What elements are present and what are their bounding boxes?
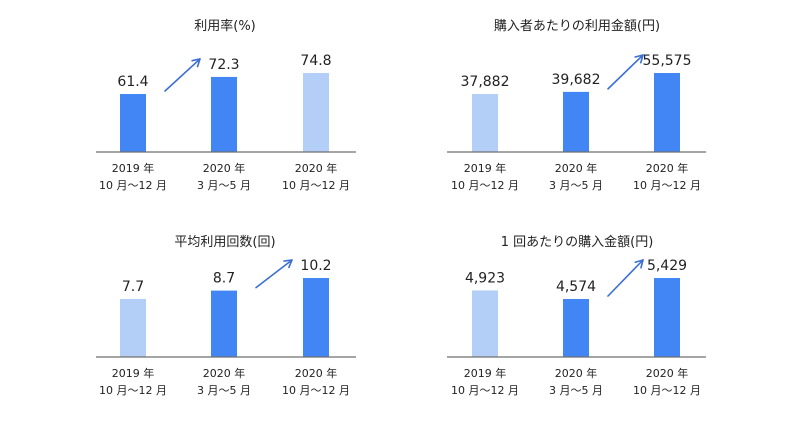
chart-3-tick-label-1-1: 2019 年: [112, 366, 155, 380]
chart-2-tick-label-2-2: 3 月〜5 月: [549, 179, 603, 192]
chart-2-tick-label-2-1: 2020 年: [555, 161, 598, 175]
chart-1-bar-1: [120, 94, 146, 152]
chart-1-value-label-1: 61.4: [117, 74, 148, 90]
chart-3-value-label-1: 7.7: [122, 279, 144, 295]
chart-1-tick-label-1-2: 10 月〜12 月: [99, 179, 167, 192]
chart-3-value-label-3: 10.2: [300, 258, 331, 274]
chart-2-tick-label-1-1: 2019 年: [464, 161, 507, 175]
chart-3-bar-3: [303, 278, 329, 357]
chart-3-bar-1: [120, 299, 146, 357]
chart-4-tick-label-1-2: 10 月〜12 月: [451, 384, 519, 397]
chart-3-bar-2: [211, 290, 237, 357]
chart-2-bar-2: [563, 91, 589, 152]
chart-3-tick-label-3-1: 2020 年: [295, 366, 338, 380]
chart-2-tick-label-3-1: 2020 年: [646, 161, 689, 175]
chart-3-title: 平均利用回数(回): [174, 235, 275, 250]
chart-1-tick-label-2-1: 2020 年: [203, 161, 246, 175]
chart-1-tick-label-2-2: 3 月〜5 月: [197, 179, 251, 192]
chart-4-bar-2: [563, 299, 589, 357]
chart-1-tick-label-3-1: 2020 年: [295, 161, 338, 175]
chart-2-tick-label-3-2: 10 月〜12 月: [633, 179, 701, 192]
chart-3-tick-label-3-2: 10 月〜12 月: [282, 384, 350, 397]
chart-1-bar-2: [211, 76, 237, 152]
chart-2-tick-label-1-2: 10 月〜12 月: [451, 179, 519, 192]
chart-2-bar-1: [472, 94, 498, 152]
chart-3-tick-label-2-2: 3 月〜5 月: [197, 384, 251, 397]
chart-3-value-label-2: 8.7: [213, 271, 235, 287]
chart-2-title: 購入者あたりの利用金額(円): [494, 18, 660, 34]
chart-2-trend-arrow: [607, 54, 644, 90]
chart-2-value-label-3: 55,575: [643, 53, 692, 69]
chart-1-tick-label-1-1: 2019 年: [112, 161, 155, 175]
chart-3-tick-label-1-2: 10 月〜12 月: [99, 384, 167, 397]
chart-1-trend-arrow: [164, 58, 201, 92]
chart-1-tick-label-3-2: 10 月〜12 月: [282, 179, 350, 192]
chart-1-value-label-2: 72.3: [208, 57, 239, 73]
chart-4-trend-arrow: [607, 259, 644, 297]
chart-4-tick-label-3-1: 2020 年: [646, 366, 689, 380]
chart-1-bar-3: [303, 73, 329, 152]
chart-3-trend-arrow: [255, 259, 293, 289]
chart-2-value-label-2: 39,682: [552, 72, 601, 88]
chart-4-title: 1 回あたりの購入金額(円): [501, 234, 654, 250]
chart-1-value-label-3: 74.8: [300, 53, 331, 69]
chart-4-value-label-3: 5,429: [647, 258, 687, 274]
chart-4-tick-label-1-1: 2019 年: [464, 366, 507, 380]
chart-2-bar-3: [654, 73, 680, 152]
chart-4-tick-label-2-1: 2020 年: [555, 366, 598, 380]
chart-4-value-label-1: 4,923: [465, 270, 505, 286]
chart-4-value-label-2: 4,574: [556, 279, 596, 295]
chart-4-tick-label-2-2: 3 月〜5 月: [549, 384, 603, 397]
chart-3-tick-label-2-1: 2020 年: [203, 366, 246, 380]
chart-4-tick-label-3-2: 10 月〜12 月: [633, 384, 701, 397]
chart-2-value-label-1: 37,882: [461, 74, 510, 90]
chart-4-bar-1: [472, 290, 498, 357]
chart-4-bar-3: [654, 278, 680, 357]
chart-1-title: 利用率(%): [194, 18, 256, 34]
